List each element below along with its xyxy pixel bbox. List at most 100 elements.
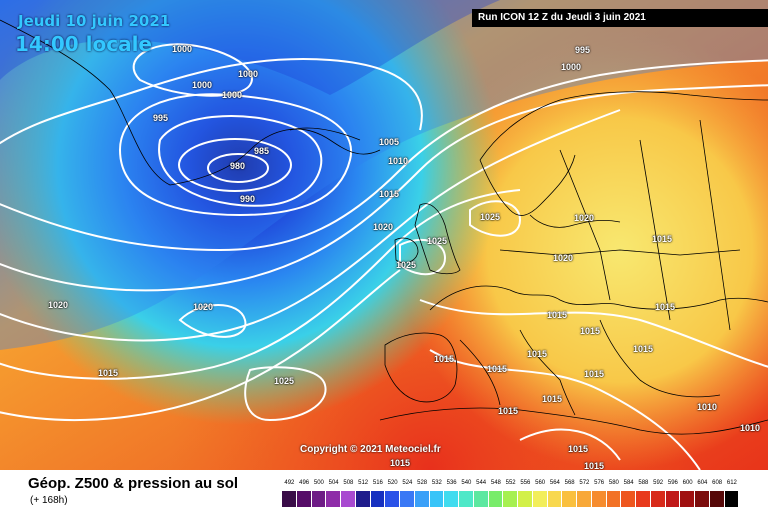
scale-tick-label: 568 [564, 480, 575, 486]
pressure-label: 1010 [388, 156, 409, 166]
scale-tick-label: 512 [358, 480, 369, 486]
scale-tick-label: 532 [431, 480, 442, 486]
pressure-label: 1015 [568, 444, 589, 454]
scale-swatch [444, 491, 459, 507]
scale-swatch [503, 491, 518, 507]
scale-swatch [282, 491, 297, 507]
scale-swatch [606, 491, 622, 507]
scale-swatch [547, 491, 563, 507]
pressure-label: 1025 [396, 260, 417, 270]
scale-tick-label: 544 [476, 480, 487, 486]
pressure-label: 1015 [542, 394, 563, 404]
scale-tick-label: 504 [328, 480, 339, 486]
scale-swatch [355, 491, 371, 507]
scale-tick-label: 528 [417, 480, 428, 486]
scale-swatch [518, 491, 533, 507]
forecast-time: 14:00 locale [15, 32, 152, 56]
scale-tick-label: 608 [712, 480, 723, 486]
pressure-label: 1015 [547, 310, 568, 320]
scale-swatch [724, 491, 740, 507]
scale-tick-label: 496 [299, 480, 310, 486]
scale-swatch [400, 491, 415, 507]
pressure-label: 1015 [487, 364, 508, 374]
scale-tick-row: 492 496 500 504 508 512 516 520 524 528 532 536 540 5… [282, 480, 754, 489]
pressure-label: 1000 [222, 90, 243, 100]
pressure-label: 1025 [274, 376, 295, 386]
pressure-label: 1000 [172, 44, 193, 54]
geopotential-map [0, 0, 768, 470]
scale-swatch [296, 491, 312, 507]
scale-swatch-row [282, 491, 754, 507]
pressure-label: 1015 [652, 234, 673, 244]
pressure-label: 1015 [98, 368, 119, 378]
scale-swatch [650, 491, 666, 507]
scale-swatch [709, 491, 725, 507]
pressure-label: 1000 [192, 80, 213, 90]
pressure-label: 1020 [574, 213, 595, 223]
scale-tick-label: 560 [535, 480, 546, 486]
pressure-label: 1015 [434, 354, 455, 364]
pressure-label: 1010 [697, 402, 718, 412]
pressure-label: 1015 [655, 302, 676, 312]
pressure-label: 1020 [193, 302, 214, 312]
scale-tick-label: 612 [726, 480, 737, 486]
z500-color-scale: 492 496 500 504 508 512 516 520 524 528 532 536 540 5… [282, 480, 754, 508]
scale-tick-label: 576 [594, 480, 605, 486]
scale-tick-label: 492 [284, 480, 295, 486]
pressure-label: 1020 [373, 222, 394, 232]
scale-swatch [414, 491, 430, 507]
scale-tick-label: 548 [490, 480, 501, 486]
pressure-label: 1010 [740, 423, 761, 433]
pressure-label: 1015 [584, 369, 605, 379]
scale-tick-label: 520 [387, 480, 398, 486]
scale-swatch [488, 491, 504, 507]
pressure-label: 990 [240, 194, 256, 204]
map-title: Géop. Z500 & pression au sol [28, 475, 239, 492]
pressure-label: 1015 [390, 458, 411, 468]
pressure-label: 1015 [633, 344, 654, 354]
pressure-label: 1020 [48, 300, 69, 310]
forecast-date: Jeudi 10 juin 2021 [18, 12, 171, 30]
pressure-label: 1000 [238, 69, 259, 79]
scale-tick-label: 508 [343, 480, 354, 486]
scale-tick-label: 524 [402, 480, 413, 486]
scale-swatch [429, 491, 445, 507]
scale-swatch [680, 491, 695, 507]
scale-swatch [591, 491, 607, 507]
scale-swatch [636, 491, 651, 507]
scale-swatch [459, 491, 474, 507]
pressure-label: 1015 [379, 189, 400, 199]
pressure-label: 980 [230, 161, 246, 171]
scale-swatch [311, 491, 327, 507]
scale-tick-label: 552 [505, 480, 516, 486]
pressure-label: 985 [254, 146, 270, 156]
scale-tick-label: 592 [653, 480, 664, 486]
pressure-label: 1000 [561, 62, 582, 72]
pressure-label: 1025 [427, 236, 448, 246]
scale-tick-label: 584 [623, 480, 634, 486]
scale-tick-label: 600 [682, 480, 693, 486]
scale-tick-label: 540 [461, 480, 472, 486]
scale-tick-label: 572 [579, 480, 590, 486]
scale-swatch [326, 491, 341, 507]
scale-swatch [341, 491, 356, 507]
pressure-label: 1015 [584, 461, 605, 471]
scale-swatch [532, 491, 548, 507]
pressure-label: 1015 [580, 326, 601, 336]
scale-swatch [473, 491, 489, 507]
pressure-label: 1020 [553, 253, 574, 263]
copyright-notice: Copyright © 2021 Meteociel.fr [300, 444, 441, 455]
model-run-label: Run ICON 12 Z du Jeudi 3 juin 2021 [472, 9, 768, 27]
scale-tick-label: 516 [372, 480, 383, 486]
pressure-label: 995 [153, 113, 169, 123]
pressure-label: 995 [575, 45, 591, 55]
scale-tick-label: 536 [446, 480, 457, 486]
scale-swatch [370, 491, 386, 507]
scale-tick-label: 556 [520, 480, 531, 486]
scale-swatch [665, 491, 681, 507]
scale-tick-label: 596 [667, 480, 678, 486]
scale-tick-label: 564 [549, 480, 560, 486]
scale-tick-label: 500 [313, 480, 324, 486]
scale-swatch [577, 491, 592, 507]
